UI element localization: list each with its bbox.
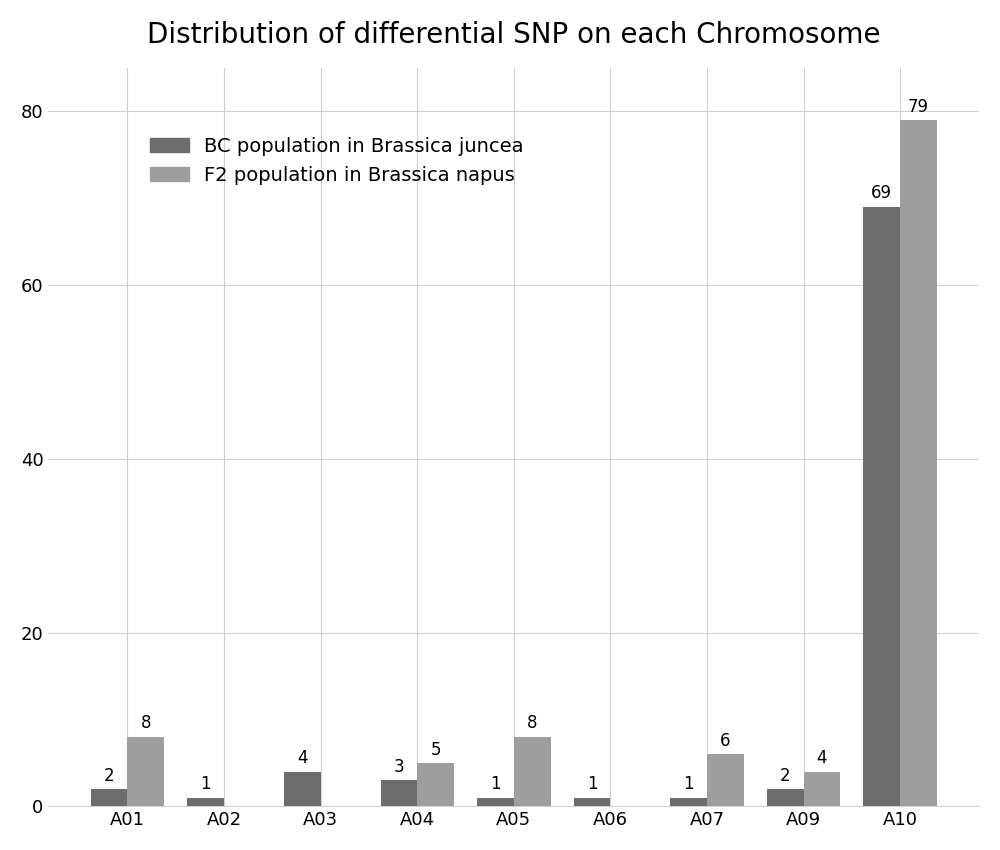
Legend: BC population in Brassica juncea, F2 population in Brassica napus: BC population in Brassica juncea, F2 pop… <box>142 129 531 193</box>
Text: 6: 6 <box>720 732 731 750</box>
Text: 2: 2 <box>104 767 114 785</box>
Title: Distribution of differential SNP on each Chromosome: Distribution of differential SNP on each… <box>147 21 881 48</box>
Text: 8: 8 <box>527 715 537 733</box>
Text: 1: 1 <box>490 775 501 793</box>
Text: 69: 69 <box>871 184 892 202</box>
Text: 2: 2 <box>780 767 791 785</box>
Text: 4: 4 <box>297 749 308 768</box>
Bar <box>804 772 840 807</box>
Text: 4: 4 <box>817 749 827 768</box>
Bar <box>574 797 610 807</box>
Text: 1: 1 <box>587 775 597 793</box>
Bar <box>91 789 127 807</box>
Bar <box>767 789 804 807</box>
Bar <box>514 737 551 807</box>
Text: 3: 3 <box>394 758 404 776</box>
Bar <box>863 207 900 807</box>
Bar <box>417 762 454 807</box>
Bar <box>477 797 514 807</box>
Text: 1: 1 <box>683 775 694 793</box>
Text: 8: 8 <box>141 715 151 733</box>
Bar <box>381 780 417 807</box>
Bar <box>900 120 937 807</box>
Text: 5: 5 <box>430 740 441 758</box>
Bar <box>187 797 224 807</box>
Text: 1: 1 <box>200 775 211 793</box>
Text: 79: 79 <box>908 98 929 116</box>
Bar <box>127 737 164 807</box>
Bar <box>707 754 744 807</box>
Bar <box>670 797 707 807</box>
Bar <box>284 772 321 807</box>
